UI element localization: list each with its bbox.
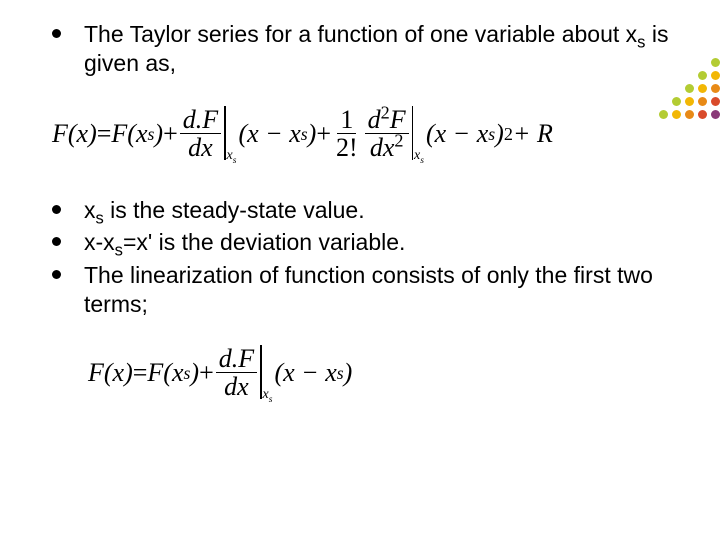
equation-row: F(x) = F(xs) + d.F dx xs (x − xs): [88, 345, 672, 401]
eq-paren-squared: (x − xs)2 + R: [426, 119, 553, 149]
eq-eval-sub: xs: [227, 148, 237, 164]
dot-icon: [711, 71, 720, 80]
dot-icon: [711, 58, 720, 67]
eq-text: ): [495, 119, 504, 149]
bullet-list-top: The Taylor series for a function of one …: [48, 20, 672, 78]
eq-eval-sub: xs: [263, 387, 273, 403]
eq-text: d: [368, 105, 381, 134]
text-segment: is the steady-state value.: [104, 197, 365, 223]
eq-eval-bar: xs: [259, 345, 274, 401]
eq-eval-bar: xs: [411, 106, 426, 162]
eq-text: F(x): [52, 119, 97, 149]
eq-fraction-dfdx: d.F dx: [180, 106, 221, 162]
eq-denominator: dx: [185, 134, 216, 161]
bullet-item-linearization: The linearization of function consists o…: [48, 261, 672, 319]
eq-sup: 2: [381, 102, 390, 122]
eq-fraction-dfdx: d.F dx: [216, 345, 257, 401]
eq-text: ): [154, 119, 163, 149]
eq-text: F(x: [111, 119, 147, 149]
dot-icon: [698, 84, 707, 93]
dot-icon: [659, 110, 668, 119]
eq-text: ): [344, 358, 353, 388]
text-segment: The Taylor series for a function of one …: [84, 21, 637, 47]
text-segment: =x' is the deviation variable.: [123, 229, 405, 255]
eq-remainder: + R: [513, 119, 553, 149]
eq-numerator: d.F: [216, 345, 257, 373]
eq-lhs: F(x) = F(xs) +: [52, 119, 178, 149]
eq-text: ): [308, 119, 317, 149]
eq-lhs: F(x) = F(xs) +: [88, 358, 214, 388]
bullet-item-steady-state: xs is the steady-state value.: [48, 196, 672, 225]
dot-icon: [698, 71, 707, 80]
eq-text: ): [190, 358, 199, 388]
eq-plus: +: [316, 119, 331, 149]
dot-icon: [711, 84, 720, 93]
eq-eval-bar: xs: [223, 106, 238, 162]
dot-icon: [698, 97, 707, 106]
subscript: s: [115, 241, 123, 260]
eq-numerator: d.F: [180, 106, 221, 134]
eq-numerator: 1: [337, 106, 356, 134]
dot-icon: [685, 84, 694, 93]
vertical-bar-icon: [412, 106, 413, 160]
text-segment: x: [84, 197, 96, 223]
eq-fraction-half: 1 2!: [333, 106, 361, 162]
eq-text: (x − x: [426, 119, 488, 149]
dot-icon: [711, 110, 720, 119]
eq-sup: 2: [394, 130, 403, 150]
subscript: s: [96, 208, 104, 227]
bullet-list-bottom: xs is the steady-state value. x-xs=x' is…: [48, 196, 672, 319]
equation-taylor-series: F(x) = F(xs) + d.F dx xs (x − xs) + 1 2!: [52, 106, 672, 162]
dot-icon: [685, 110, 694, 119]
eq-plus: +: [163, 119, 178, 149]
slide-content: The Taylor series for a function of one …: [0, 0, 720, 401]
eq-text: F: [390, 105, 406, 134]
eq-plus: +: [199, 358, 214, 388]
dot-row: [659, 110, 720, 119]
dot-icon: [698, 110, 707, 119]
eq-sub: s: [233, 155, 237, 165]
eq-denominator: dx2: [367, 134, 407, 161]
dot-row: [659, 84, 720, 93]
vertical-bar-icon: [260, 345, 261, 399]
text-segment: x-x: [84, 229, 115, 255]
vertical-bar-icon: [224, 106, 225, 160]
bullet-item-taylor-intro: The Taylor series for a function of one …: [48, 20, 672, 78]
dot-icon: [672, 97, 681, 106]
bullet-item-deviation: x-xs=x' is the deviation variable.: [48, 228, 672, 257]
eq-eval-sub: xs: [414, 148, 424, 164]
dot-row: [659, 97, 720, 106]
dot-icon: [672, 110, 681, 119]
eq-text: F(x: [147, 358, 183, 388]
equation-linearization: F(x) = F(xs) + d.F dx xs (x − xs): [88, 345, 672, 401]
eq-paren-term: (x − xs) +: [238, 119, 331, 149]
eq-equals: =: [133, 358, 148, 388]
eq-sub: s: [420, 155, 424, 165]
eq-denominator: dx: [221, 373, 252, 400]
eq-text: dx: [370, 133, 395, 162]
eq-text: (x − x: [238, 119, 300, 149]
eq-sub: s: [269, 394, 273, 404]
equation-row: F(x) = F(xs) + d.F dx xs (x − xs) + 1 2!: [52, 106, 672, 162]
eq-paren-term: (x − xs): [274, 358, 352, 388]
dot-icon: [685, 97, 694, 106]
eq-fraction-d2fdx2: d2F dx2: [365, 106, 409, 162]
text-segment: The linearization of function consists o…: [84, 262, 653, 317]
eq-denominator: 2!: [333, 134, 361, 161]
eq-equals: =: [97, 119, 112, 149]
eq-text: (x − x: [274, 358, 336, 388]
dot-icon: [711, 97, 720, 106]
eq-text: F(x): [88, 358, 133, 388]
